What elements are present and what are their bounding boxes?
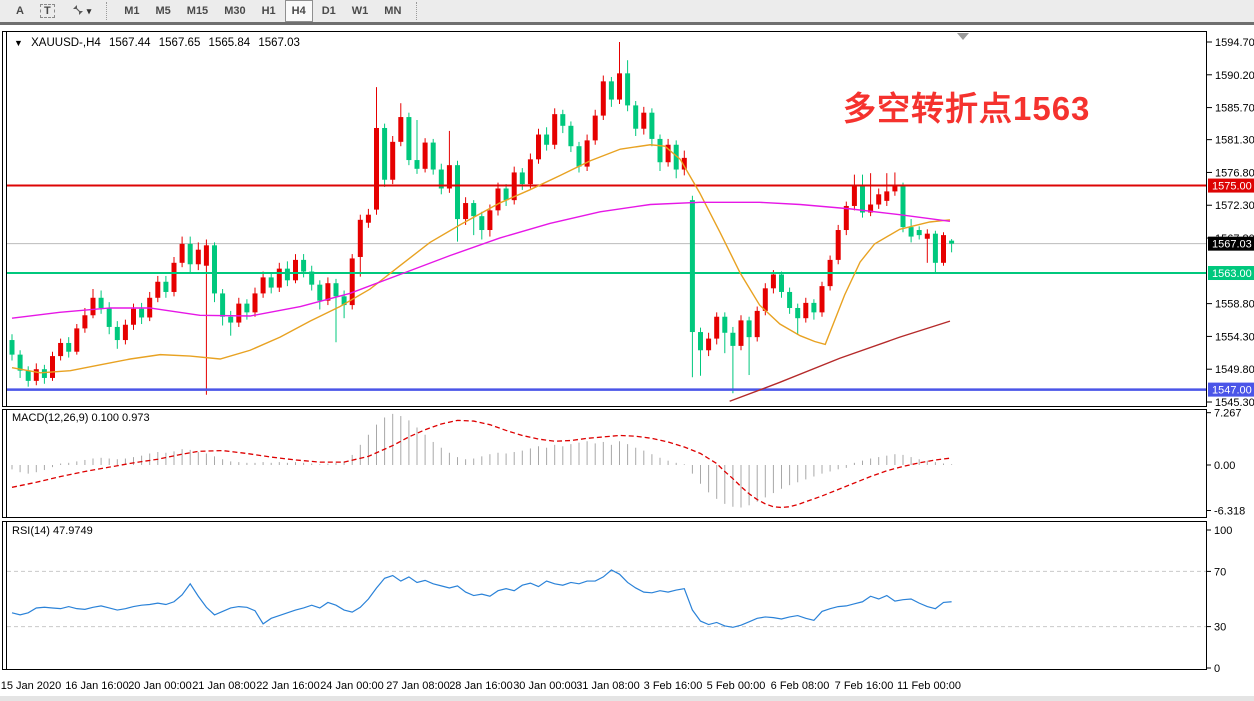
rsi-panel[interactable] (2, 521, 1207, 670)
timeframe-m30-button[interactable]: M30 (224, 5, 246, 17)
high-value: 1567.65 (158, 37, 201, 49)
support-1547-badge-label: 1547.00 (1212, 385, 1252, 397)
chevron-down-icon: ▾ (86, 5, 92, 16)
macd-indicator-label: MACD(12,26,9) 0.100 0.973 (12, 412, 150, 424)
time-tick-label: 21 Jan 08:00 (192, 680, 256, 692)
close-value: 1567.03 (258, 37, 300, 49)
timeframe-m1-button[interactable]: M1 (124, 5, 140, 17)
price-tick-label: 1594.70 (1215, 37, 1254, 49)
time-tick-label: 16 Jan 16:00 (65, 680, 129, 692)
time-tick-label: 28 Jan 16:00 (449, 680, 513, 692)
macd-panel[interactable] (2, 409, 1207, 518)
mid-ma-line (11, 201, 951, 319)
text-box-icon: T (39, 4, 55, 18)
time-tick-label: 24 Jan 00:00 (320, 680, 384, 692)
time-tick-label: 22 Jan 16:00 (256, 680, 320, 692)
bottom-edge (0, 696, 1254, 701)
support-1547-badge (1208, 382, 1254, 397)
object-arrows-icon (71, 3, 85, 20)
slow-ma-line (729, 320, 951, 402)
timeframe-group: M1 M5 M15 M30 H1 H4 D1 W1 MN (116, 0, 409, 22)
toolbar-separator (106, 2, 111, 20)
price-tick-label: 1581.30 (1215, 135, 1254, 147)
symbol-label: XAUUSD-,H4 (31, 37, 101, 49)
chart-shift-marker-icon[interactable] (957, 33, 969, 40)
time-tick-label: 7 Feb 16:00 (835, 680, 894, 692)
macd-tick-label: -6.318 (1214, 505, 1245, 517)
timeframe-d1-button[interactable]: D1 (321, 5, 336, 17)
pivot-1563-badge (1208, 266, 1254, 281)
pivot-1563-badge-label: 1563.00 (1212, 268, 1252, 280)
price-tick-label: 1554.30 (1215, 331, 1254, 343)
current-price-badge (1208, 236, 1254, 251)
open-value: 1567.44 (108, 37, 151, 49)
timeframe-m15-button[interactable]: M15 (186, 5, 209, 17)
arrange-objects-button[interactable]: ▾ (64, 0, 99, 22)
time-tick-label: 5 Feb 00:00 (707, 680, 766, 692)
price-tick-label: 1576.80 (1215, 167, 1254, 179)
macd-tick-label: 7.267 (1214, 408, 1242, 420)
annotation-text: 多空转折点1563 (843, 90, 1091, 127)
rsi-indicator-label: RSI(14) 47.9749 (12, 525, 93, 537)
time-tick-label: 15 Jan 2020 (1, 680, 62, 692)
rsi-tick-label: 0 (1214, 663, 1220, 675)
resistance-1575-badge-label: 1575.00 (1212, 181, 1252, 193)
timeframe-h4-button[interactable]: H4 (284, 0, 313, 22)
time-tick-label: 11 Feb 00:00 (897, 680, 961, 692)
timeframe-mn-button[interactable]: MN (384, 5, 402, 17)
toolbar: A T ▾ M1 M5 M15 M30 H1 H4 D1 W1 MN (0, 0, 1254, 25)
timeframe-w1-button[interactable]: W1 (351, 5, 369, 17)
text-box-button[interactable]: T (33, 0, 62, 22)
time-tick-label: 31 Jan 08:00 (576, 680, 640, 692)
candles (9, 42, 955, 395)
price-tick-label: 1545.30 (1215, 397, 1254, 409)
price-tick-label: 1549.80 (1215, 364, 1254, 376)
price-tick-label: 1558.80 (1215, 299, 1254, 311)
resistance-1575-badge (1208, 178, 1254, 193)
time-axis[interactable]: 15 Jan 2020 16 Jan 16:00 20 Jan 00:00 21 Ja… (1, 680, 961, 692)
time-tick-label: 20 Jan 00:00 (128, 680, 192, 692)
timeframe-h1-button[interactable]: H1 (261, 5, 276, 17)
low-value: 1565.84 (208, 37, 251, 49)
macd-histogram (11, 413, 953, 508)
time-tick-label: 30 Jan 00:00 (513, 680, 577, 692)
macd-tick-label: 0.00 (1214, 460, 1235, 472)
symbol-dropdown-icon[interactable]: ▼ (14, 38, 23, 48)
price-tick-label: 1572.30 (1215, 200, 1254, 212)
price-tick-label: 1590.20 (1215, 70, 1254, 82)
toolbar-separator (416, 2, 421, 20)
current-price-badge-label: 1567.03 (1212, 239, 1252, 251)
price-axis[interactable]: 1594.70 1590.20 1585.70 1581.30 1576.80 1572.… (1207, 37, 1254, 675)
timeframe-m5-button[interactable]: M5 (155, 5, 171, 17)
fast-ma-line (11, 144, 951, 374)
chart-ohlc-header: ▼ XAUUSD-,H4 1567.44 1567.65 1565.84 156… (14, 37, 305, 49)
time-tick-label: 6 Feb 08:00 (771, 680, 830, 692)
price-tick-label: 1585.70 (1215, 103, 1254, 115)
text-label-button[interactable]: A (16, 5, 24, 17)
rsi-tick-label: 70 (1214, 566, 1226, 578)
time-tick-label: 27 Jan 08:00 (386, 680, 450, 692)
macd-signal-line (11, 419, 952, 509)
rsi-line (11, 569, 952, 628)
rsi-tick-label: 30 (1214, 622, 1226, 634)
rsi-tick-label: 100 (1214, 525, 1232, 537)
time-tick-label: 3 Feb 16:00 (644, 680, 703, 692)
